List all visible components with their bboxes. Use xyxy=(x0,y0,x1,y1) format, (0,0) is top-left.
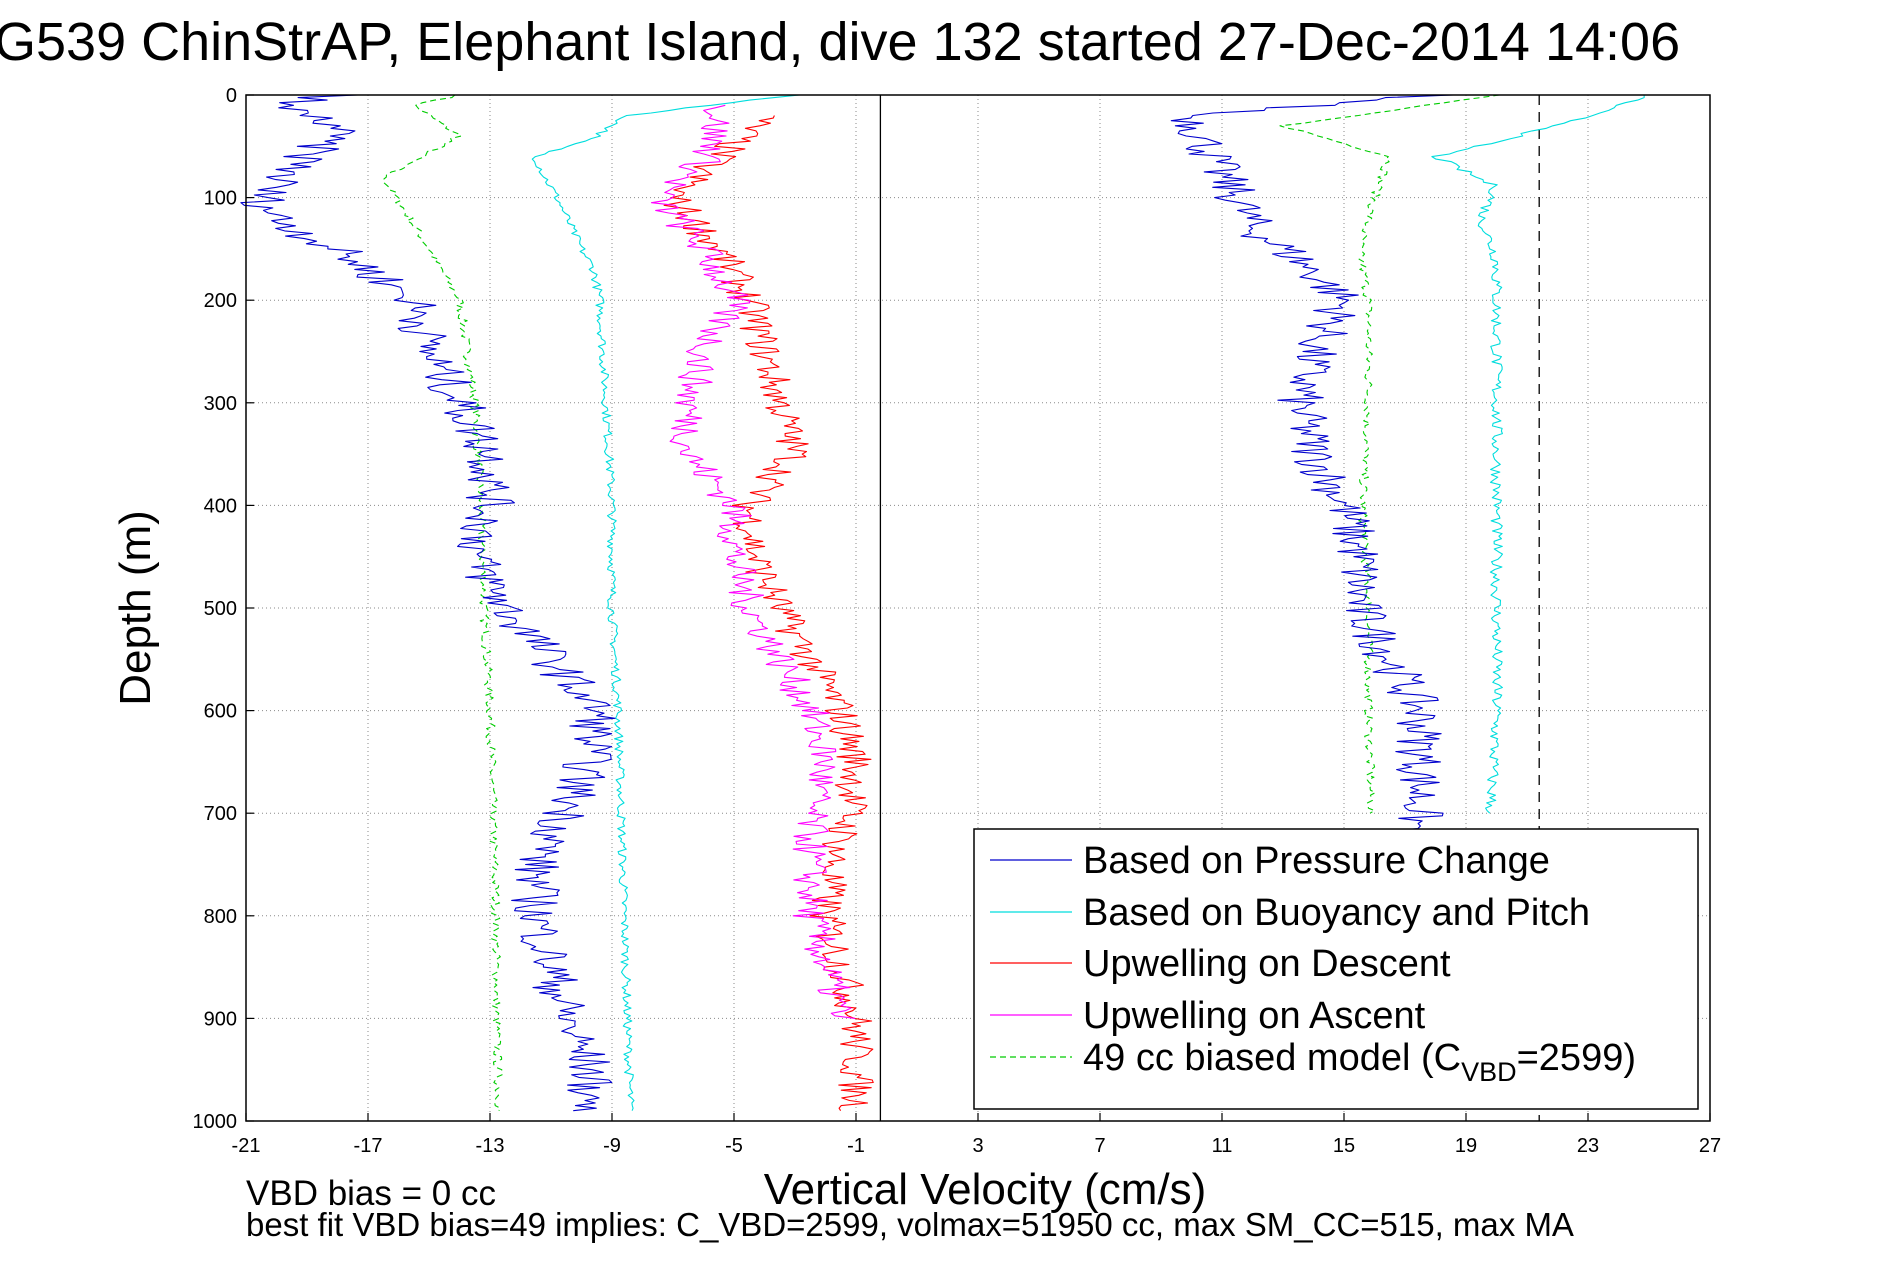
legend-box xyxy=(973,828,1699,1110)
y-tick-label: 700 xyxy=(204,803,237,825)
x-axis-label: Vertical Velocity (cm/s) xyxy=(764,1165,1207,1214)
x-tick-label: 23 xyxy=(1577,1135,1599,1157)
series-layer xyxy=(240,94,1645,1112)
y-tick-label: 100 xyxy=(204,188,237,210)
legend-label: Based on Pressure Change xyxy=(1083,840,1550,882)
chart-title: G539 ChinStrAP, Elephant Island, dive 13… xyxy=(0,12,1680,72)
x-tick-label: -1 xyxy=(847,1135,865,1157)
x-tick-label: -13 xyxy=(476,1135,505,1157)
x-tick-label: 15 xyxy=(1333,1135,1355,1157)
footer-best-fit: best fit VBD bias=49 implies: C_VBD=2599… xyxy=(246,1206,1574,1243)
x-tick-label: -5 xyxy=(725,1135,743,1157)
y-tick-label: 200 xyxy=(204,290,237,312)
y-tick-label: 300 xyxy=(204,393,237,415)
series-line-2 xyxy=(531,94,800,1111)
y-tick-label: 0 xyxy=(226,85,237,107)
x-axis: -21 -17 -13 -9 -5 -1 3 7 11 15 19 23 27 xyxy=(232,1113,1721,1157)
series-line-1 xyxy=(240,94,616,1112)
x-tick-label: 3 xyxy=(972,1135,983,1157)
y-tick-label: 600 xyxy=(204,701,237,723)
legend-label: Upwelling on Descent xyxy=(1083,943,1451,985)
x-tick-label: 7 xyxy=(1094,1135,1105,1157)
y-tick-label: 400 xyxy=(204,495,237,517)
legend-label: Based on Buoyancy and Pitch xyxy=(1083,892,1590,934)
y-tick-label: 1000 xyxy=(193,1111,238,1133)
y-axis: 0 100 200 300 400 500 600 700 800 900 1000 xyxy=(193,85,254,1133)
series-line-5 xyxy=(382,94,503,1111)
x-tick-label: -21 xyxy=(232,1135,261,1157)
legend-label: 49 cc biased model (CVBD=2599) xyxy=(1083,1037,1636,1087)
y-tick-label: 500 xyxy=(204,598,237,620)
series-line-4 xyxy=(650,104,856,1019)
legend-label: Upwelling on Ascent xyxy=(1083,995,1426,1037)
x-tick-label: 27 xyxy=(1699,1135,1721,1157)
series-line-6 xyxy=(1170,94,1454,845)
series-line-3 xyxy=(663,115,874,1111)
y-tick-label: 800 xyxy=(204,906,237,928)
x-tick-label: 11 xyxy=(1212,1135,1233,1157)
x-tick-label: -17 xyxy=(354,1135,383,1157)
series-line-7 xyxy=(1431,94,1645,814)
legend: Based on Pressure Change Based on Buoyanc… xyxy=(973,828,1699,1110)
x-tick-label: -9 xyxy=(603,1135,621,1157)
footer-vbd-bias: VBD bias = 0 cc xyxy=(246,1174,496,1213)
series-line-8 xyxy=(1279,94,1500,814)
x-tick-label: 19 xyxy=(1455,1135,1477,1157)
y-tick-label: 900 xyxy=(204,1008,237,1030)
y-axis-label: Depth (m) xyxy=(111,510,160,706)
